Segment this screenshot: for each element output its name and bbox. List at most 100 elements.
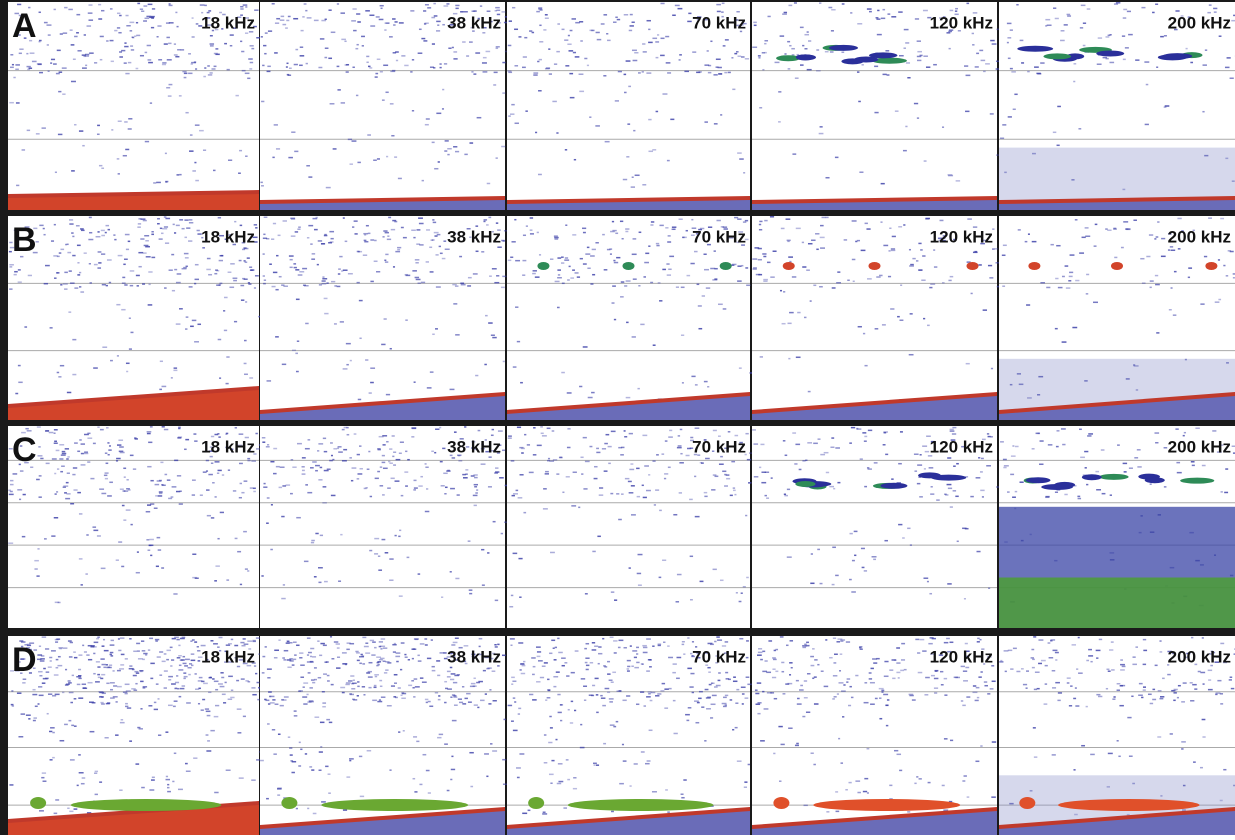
echo-speck: [1015, 446, 1019, 448]
echo-speck: [290, 259, 293, 261]
echo-speck: [338, 268, 341, 270]
echo-speck: [1060, 40, 1065, 42]
echo-speck: [110, 40, 114, 42]
echo-speck: [507, 70, 511, 72]
echo-speck: [362, 45, 364, 47]
echo-speck: [820, 225, 824, 227]
echo-speck: [357, 282, 360, 284]
echo-speck: [140, 8, 143, 10]
echo-speck: [524, 434, 526, 436]
echo-speck: [758, 55, 761, 57]
echo-speck: [275, 289, 278, 291]
echo-speck: [93, 367, 98, 369]
echo-speck: [370, 239, 374, 241]
echo-speck: [836, 282, 841, 284]
echo-speck: [56, 491, 58, 493]
echo-speck: [1021, 668, 1024, 670]
echo-speck: [395, 251, 400, 253]
echo-speck: [620, 454, 624, 456]
echo-speck: [101, 168, 104, 170]
echo-speck: [79, 286, 81, 288]
echo-speck: [831, 9, 835, 11]
echo-speck: [746, 285, 750, 287]
echo-speck: [150, 426, 153, 428]
echo-speck: [831, 30, 834, 32]
echo-speck: [244, 248, 249, 250]
echo-speck: [614, 262, 618, 264]
echo-speck: [876, 18, 880, 20]
echo-speck: [168, 676, 173, 678]
echo-speck: [898, 11, 902, 13]
echo-speck: [733, 676, 736, 678]
echo-speck: [476, 489, 478, 491]
echo-speck: [1192, 465, 1195, 467]
echo-speck: [891, 478, 893, 480]
echo-speck: [674, 733, 678, 735]
echo-speck: [1055, 682, 1060, 684]
echo-speck: [77, 451, 80, 453]
echo-speck: [324, 57, 327, 59]
echo-speck: [179, 696, 182, 698]
echo-speck: [731, 461, 735, 463]
echo-speck: [1070, 254, 1075, 256]
echo-speck: [394, 682, 397, 684]
echo-speck: [598, 653, 602, 655]
echo-speck: [901, 659, 905, 661]
echo-speck: [1191, 637, 1193, 639]
echo-speck: [377, 448, 380, 450]
echo-speck: [244, 363, 247, 365]
echo-speck: [1118, 756, 1120, 758]
echo-speck: [606, 33, 608, 35]
echo-speck: [481, 251, 484, 253]
echo-speck: [162, 62, 166, 64]
echo-speck: [759, 229, 762, 231]
echo-speck: [450, 571, 452, 573]
echo-speck: [465, 469, 468, 471]
echo-speck: [209, 677, 212, 679]
echo-speck: [155, 484, 160, 486]
echo-speck: [320, 722, 325, 724]
echo-speck: [86, 654, 89, 656]
echo-speck: [835, 575, 839, 577]
echo-speck: [1080, 457, 1085, 459]
echo-speck: [101, 674, 105, 676]
echo-speck: [42, 127, 46, 129]
echo-speck: [100, 429, 104, 431]
echo-speck: [352, 467, 357, 469]
echo-speck: [975, 66, 979, 68]
echo-speck: [564, 662, 567, 664]
echo-speck: [320, 535, 323, 537]
echo-speck: [1078, 128, 1081, 130]
echo-speck: [789, 674, 791, 676]
echo-speck: [370, 25, 375, 27]
echo-speck: [264, 279, 266, 281]
echo-speck: [883, 694, 888, 696]
echo-speck: [1008, 58, 1011, 60]
echo-speck: [835, 447, 840, 449]
echo-speck: [984, 685, 988, 687]
echo-speck: [510, 638, 515, 640]
echo-speck: [102, 664, 106, 666]
echo-speck: [709, 684, 712, 686]
echo-speck: [320, 643, 324, 645]
echo-speck: [898, 524, 902, 526]
echo-speck: [1152, 689, 1155, 691]
echo-speck: [981, 458, 984, 460]
echo-speck: [879, 688, 884, 690]
echo-speck: [1097, 63, 1102, 64]
echo-speck: [39, 72, 43, 74]
echo-speck: [235, 95, 238, 97]
echo-speck: [947, 484, 952, 486]
echo-speck: [641, 751, 645, 753]
echo-speck: [654, 504, 656, 506]
echo-speck: [1086, 293, 1089, 295]
echo-speck: [85, 65, 87, 67]
echo-speck: [340, 12, 345, 14]
echo-speck: [1209, 4, 1212, 6]
echo-speck: [444, 681, 447, 683]
echo-speck: [660, 3, 664, 5]
echo-speck: [224, 43, 227, 45]
echo-speck: [413, 696, 415, 698]
echo-speck: [420, 677, 423, 679]
echo-speck: [256, 448, 261, 450]
